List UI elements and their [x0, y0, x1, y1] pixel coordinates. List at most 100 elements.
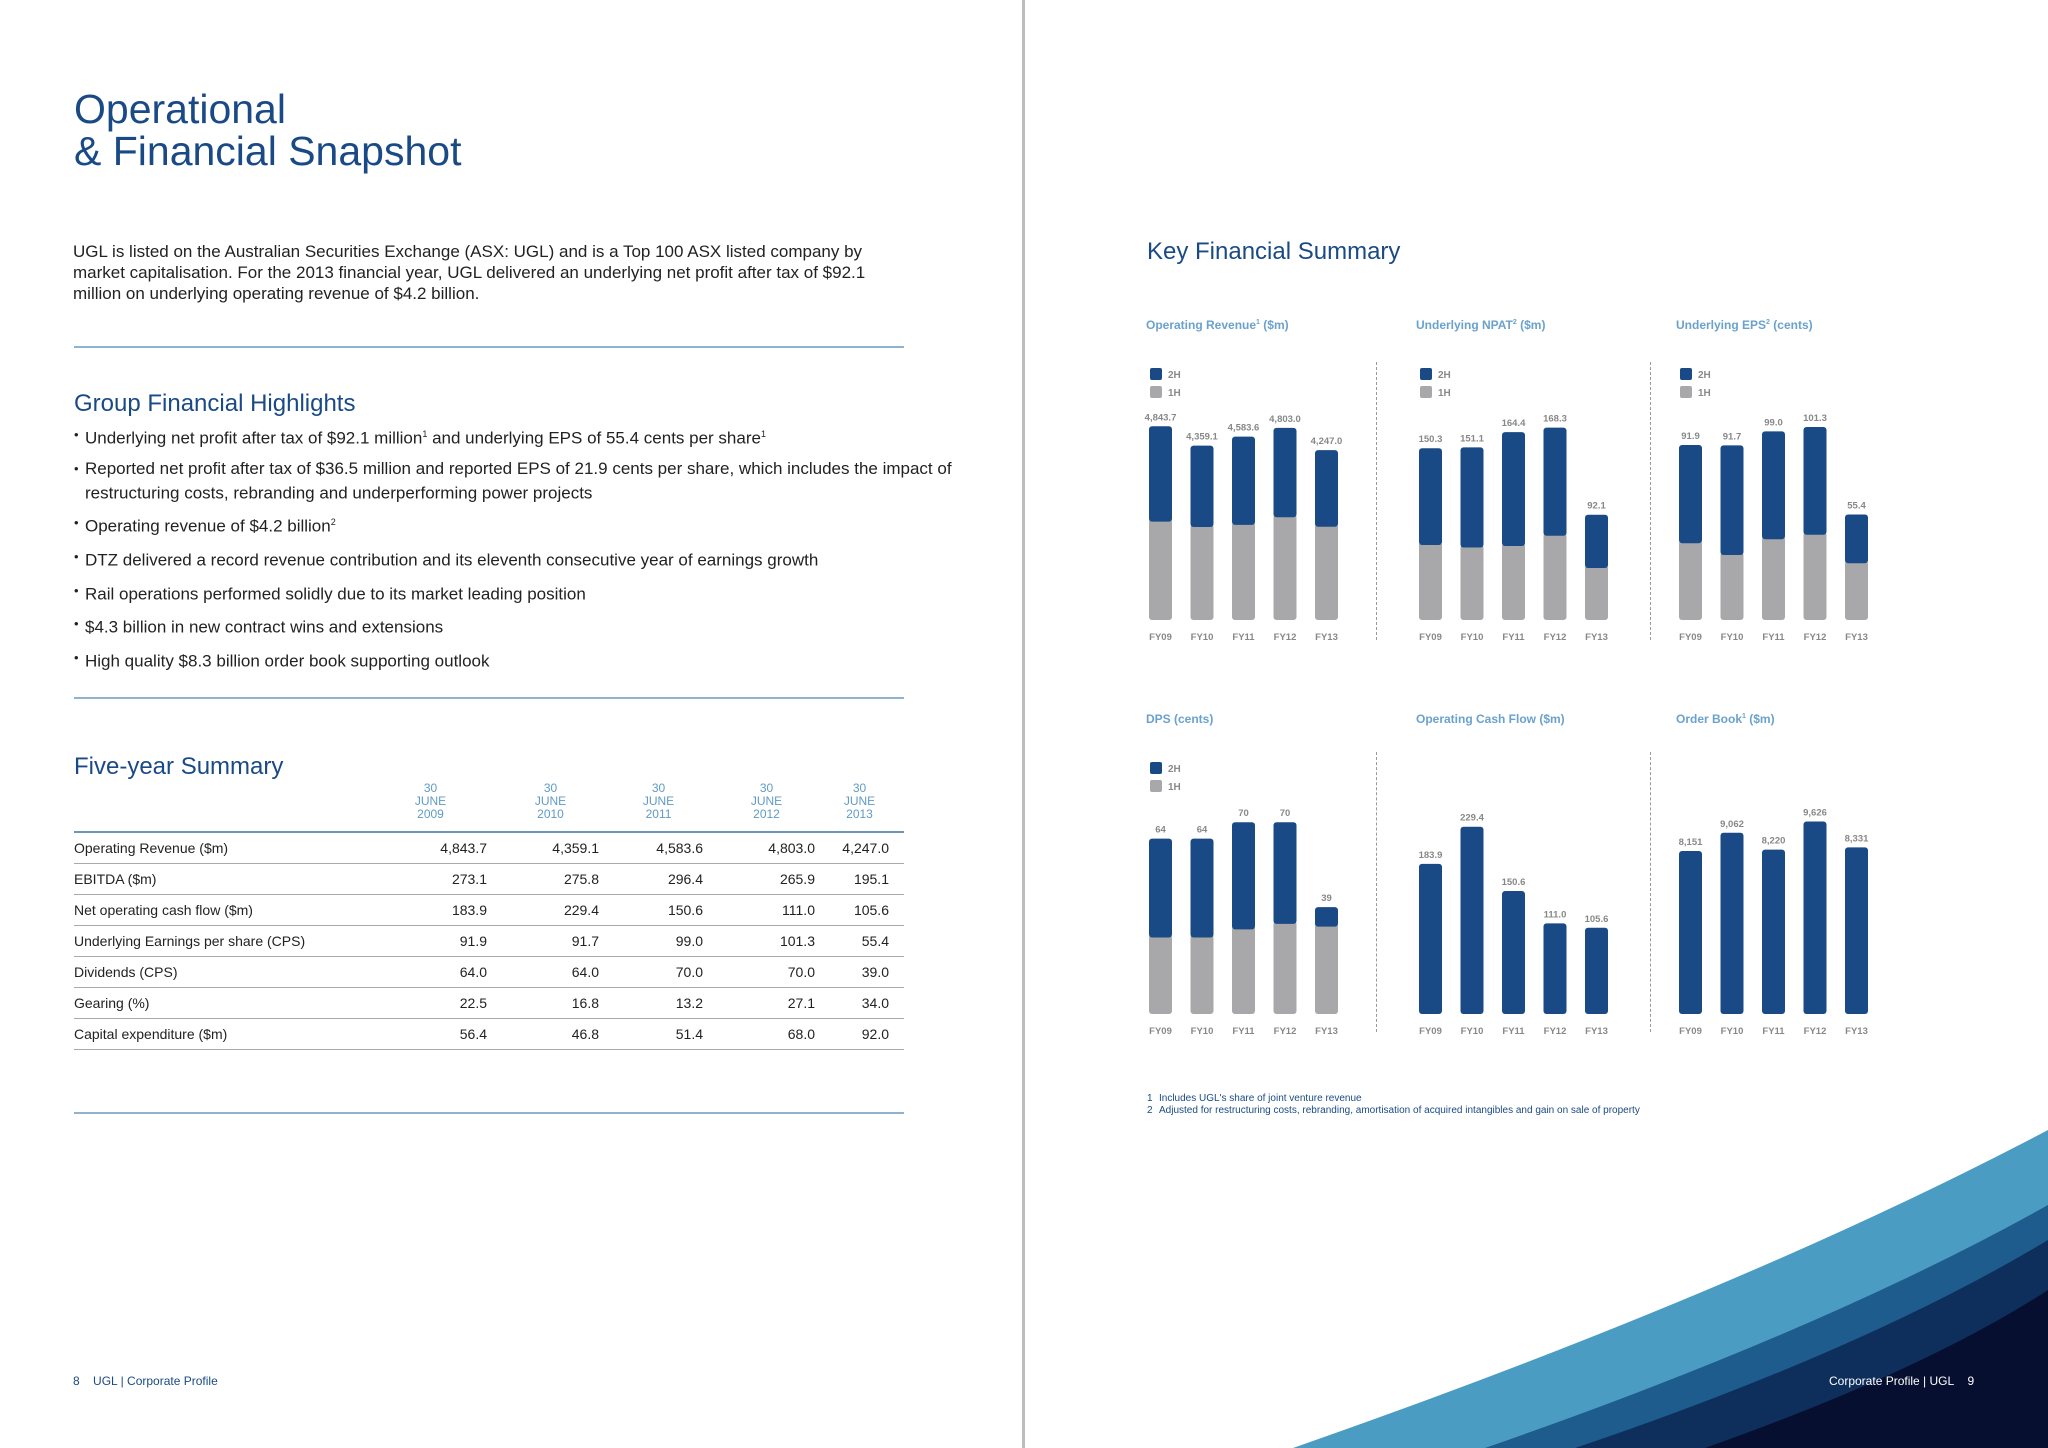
bar-segment: [1273, 427, 1297, 518]
column-header-year: 2009: [417, 807, 444, 821]
chart-separator: [1376, 752, 1377, 1032]
five-year-summary-table: 30 JUNE 2009 30 JUNE 2010 30 JUNE 2011 30 JUNE 2012…: [74, 782, 904, 1050]
data-label: 91.9: [1681, 431, 1700, 442]
table-row: Gearing (%) 22.5 16.8 13.2 27.1 34.0: [74, 987, 904, 1019]
chart-title-text: Underlying EPS: [1676, 318, 1767, 332]
chart-plot: 2H 1H 91.9 FY09 91.7 FY10 99.0 FY11 101.3 FY12 55.…: [1679, 368, 1868, 643]
footnote-ref: 1: [422, 429, 428, 439]
table-cell: 91.7: [502, 925, 614, 957]
bar-segment: [1803, 821, 1827, 1014]
bar-segment: [1315, 907, 1338, 927]
table-cell: 150.6: [614, 894, 718, 926]
legend-label: 2H: [1168, 370, 1181, 381]
x-tick-label: FY13: [1315, 632, 1338, 643]
page-divider: [1022, 0, 1025, 1448]
chart-title-text: Underlying NPAT: [1416, 318, 1513, 332]
x-tick-label: FY13: [1315, 1026, 1338, 1037]
bar-segment: [1190, 838, 1214, 938]
bar-segment: [1190, 524, 1214, 620]
table-cell: 265.9: [718, 863, 830, 895]
bar-segment: [1419, 541, 1442, 620]
data-label: 111.0: [1544, 909, 1567, 920]
legend-label: 1H: [1438, 388, 1451, 399]
bar-segment: [1149, 934, 1172, 1014]
bar-segment: [1762, 849, 1785, 1014]
chart-plot: 2H 1H 64 FY09 64 FY10 70 FY11 70 FY12 39 FY13: [1149, 762, 1338, 1037]
column-header-month: JUNE: [414, 794, 447, 808]
bar-segment: [1419, 448, 1442, 545]
bar-segment: [1232, 822, 1255, 930]
chart-plot: 2H 1H 150.3 FY09 151.1 FY10 164.4 FY11 168.3 FY12…: [1419, 368, 1608, 643]
column-header-day: 30: [759, 781, 774, 795]
column-header-day: 30: [423, 781, 438, 795]
highlight-item: Rail operations performed solidly due to…: [74, 580, 954, 605]
table-row: Underlying Earnings per share (CPS) 91.9 9…: [74, 925, 904, 957]
data-label: 99.0: [1764, 417, 1783, 428]
bar-segment: [1190, 445, 1214, 528]
x-tick-label: FY13: [1845, 1026, 1868, 1037]
x-tick-label: FY09: [1149, 632, 1172, 643]
bar-segment: [1273, 822, 1297, 924]
column-header-year: 2011: [645, 807, 672, 821]
footer-right: Corporate Profile | UGL 9: [1829, 1374, 1974, 1388]
bar-segment: [1273, 920, 1297, 1014]
bar-segment: [1720, 832, 1744, 1014]
data-label: 164.4: [1502, 418, 1526, 429]
data-label: 168.3: [1543, 414, 1567, 425]
bar-segment: [1502, 432, 1525, 546]
data-label: 91.7: [1723, 431, 1742, 442]
bar-segment: [1149, 838, 1172, 938]
x-tick-label: FY13: [1585, 1026, 1608, 1037]
bar-segment: [1803, 427, 1827, 535]
bar-segment: [1543, 532, 1567, 620]
bar-segment: [1543, 923, 1567, 1014]
bar-segment: [1460, 447, 1484, 548]
table-cell: 195.1: [830, 863, 904, 895]
x-tick-label: FY09: [1419, 1026, 1442, 1037]
table-cell: 273.1: [374, 863, 502, 895]
chart-separator: [1650, 362, 1651, 640]
footnote-ref: 2: [330, 517, 336, 528]
bar-segment: [1149, 426, 1172, 522]
chart-separator: [1650, 752, 1651, 1032]
column-header-month: JUNE: [642, 794, 675, 808]
section-divider: [74, 346, 904, 348]
chart-title: DPS (cents): [1146, 712, 1213, 726]
x-tick-label: FY13: [1845, 632, 1868, 643]
x-tick-label: FY12: [1804, 632, 1827, 643]
bar-segment: [1502, 891, 1525, 1014]
data-label: 70: [1280, 808, 1291, 819]
legend-label: 1H: [1168, 388, 1181, 399]
highlight-item: DTZ delivered a record revenue contribut…: [74, 546, 954, 571]
table-cell: 68.0: [718, 1018, 830, 1050]
table-cell: 39.0: [830, 956, 904, 988]
column-header-day: 30: [651, 781, 666, 795]
x-tick-label: FY11: [1232, 632, 1255, 643]
table-cell: 70.0: [614, 956, 718, 988]
table-header-row: 30 JUNE 2009 30 JUNE 2010 30 JUNE 2011 30 JUNE 2012…: [74, 781, 904, 833]
legend-label: 2H: [1438, 370, 1451, 381]
chart-plot: 2H 1H 4,843.7 FY09 4,359.1 FY10 4,583.6 FY11 4,8…: [1145, 368, 1343, 643]
footer-left: 8 UGL | Corporate Profile: [73, 1374, 218, 1388]
x-tick-label: FY13: [1585, 632, 1608, 643]
x-tick-label: FY11: [1502, 1026, 1525, 1037]
x-tick-label: FY10: [1721, 1026, 1744, 1037]
x-tick-label: FY09: [1419, 632, 1442, 643]
table-column-header: 30 JUNE 2011: [614, 781, 718, 833]
highlights-list: Underlying net profit after tax of $92.1…: [74, 424, 954, 681]
chart: DPS (cents) 2H 1H 64 FY09 64 FY10 70 FY11 70 FY12 3…: [1146, 712, 1406, 1052]
bar-segment: [1679, 540, 1702, 620]
legend-label: 1H: [1698, 388, 1711, 399]
highlight-text: and underlying EPS of 55.4 cents per sha…: [427, 428, 761, 448]
table-column-header: 30 JUNE 2009: [374, 781, 502, 833]
data-label: 4,247.0: [1311, 436, 1343, 447]
legend-swatch: [1680, 368, 1692, 380]
bar-segment: [1543, 427, 1567, 536]
data-label: 92.1: [1587, 501, 1606, 512]
bar-segment: [1419, 863, 1442, 1014]
table-cell: 4,583.6: [614, 832, 718, 864]
table-cell: 70.0: [718, 956, 830, 988]
page-title: Operational & Financial Snapshot: [74, 88, 461, 172]
legend-swatch: [1150, 780, 1162, 792]
bar-segment: [1315, 450, 1338, 527]
